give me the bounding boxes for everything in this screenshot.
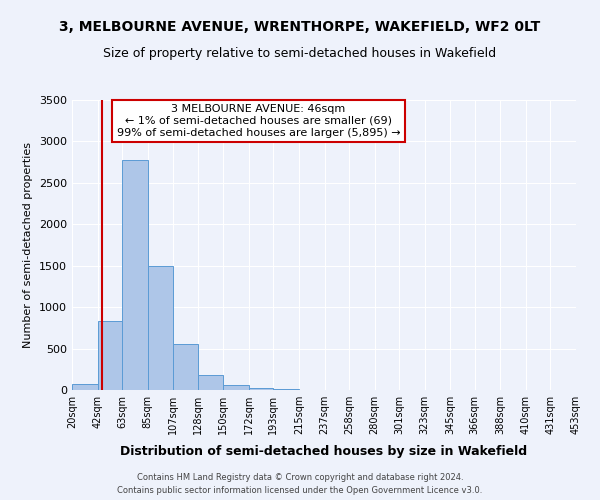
- Bar: [98, 321, 122, 390]
- Bar: [223, 385, 249, 390]
- Bar: [249, 388, 274, 390]
- Bar: [72, 384, 98, 390]
- Y-axis label: Number of semi-detached properties: Number of semi-detached properties: [23, 142, 34, 348]
- Text: 3, MELBOURNE AVENUE, WRENTHORPE, WAKEFIELD, WF2 0LT: 3, MELBOURNE AVENUE, WRENTHORPE, WAKEFIE…: [59, 20, 541, 34]
- Bar: [148, 266, 173, 390]
- Text: Size of property relative to semi-detached houses in Wakefield: Size of property relative to semi-detach…: [103, 48, 497, 60]
- Bar: [274, 389, 299, 390]
- Bar: [173, 344, 198, 390]
- Text: Contains HM Land Registry data © Crown copyright and database right 2024.: Contains HM Land Registry data © Crown c…: [137, 472, 463, 482]
- X-axis label: Distribution of semi-detached houses by size in Wakefield: Distribution of semi-detached houses by …: [121, 446, 527, 458]
- Text: Contains public sector information licensed under the Open Government Licence v3: Contains public sector information licen…: [118, 486, 482, 495]
- Text: 3 MELBOURNE AVENUE: 46sqm
← 1% of semi-detached houses are smaller (69)
99% of s: 3 MELBOURNE AVENUE: 46sqm ← 1% of semi-d…: [116, 104, 400, 138]
- Bar: [122, 160, 148, 390]
- Bar: [198, 374, 223, 390]
